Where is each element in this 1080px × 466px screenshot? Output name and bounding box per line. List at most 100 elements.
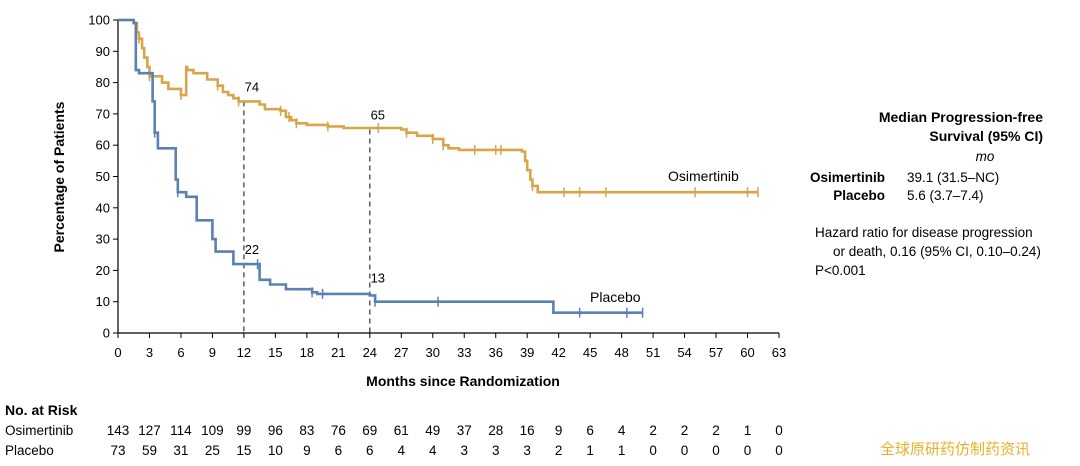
risk-cell-osimertinib: 37 [456,423,472,438]
annotation-label: 22 [245,242,259,257]
risk-cell-osimertinib: 16 [519,423,535,438]
x-tick-label: 12 [237,345,251,360]
risk-cell-placebo: 0 [743,443,752,458]
stats-row-name: Placebo [833,188,885,203]
series-label-osimertinib: Osimertinib [668,168,739,184]
stats-row-osimertinib: Osimertinib 39.1 (31.5–NC) [780,169,1070,187]
y-tick-label: 70 [96,106,110,121]
risk-table-title: No. at Risk [5,402,78,418]
risk-cell-placebo: 15 [236,443,252,458]
x-tick-label: 63 [772,345,786,360]
risk-cell-osimertinib: 2 [712,423,720,438]
annotation-label: 65 [371,108,385,123]
y-tick-label: 100 [88,13,110,28]
hazard-ratio-text: Hazard ratio for disease progression or … [780,223,1070,280]
annotation-label: 74 [245,79,259,94]
x-tick-label: 54 [677,345,691,360]
series-osimertinib-line [118,18,758,194]
risk-cell-osimertinib: 49 [425,423,441,438]
hazard-ratio-line1: Hazard ratio for disease progression [815,225,1033,240]
p-value: P<0.001 [815,263,866,278]
x-tick-label: 36 [488,345,502,360]
stats-title: Median Progression-free Survival (95% CI… [780,108,1070,146]
risk-cell-placebo: 6 [366,443,374,458]
x-tick-label: 42 [551,345,565,360]
watermark-text: 全球原研药仿制药资讯 [880,441,1031,458]
stats-title-line2: Survival (95% CI) [929,128,1043,144]
y-tick-label: 20 [96,263,110,278]
stats-title-line1: Median Progression-free [878,109,1043,125]
y-tick-label: 60 [96,138,110,153]
risk-cell-placebo: 73 [110,443,126,458]
risk-cell-osimertinib: 99 [236,423,252,438]
risk-cell-placebo: 2 [554,443,563,458]
risk-cell-placebo: 1 [586,443,594,458]
hazard-ratio-line2: or death, 0.16 (95% CI, 0.10–0.24) [833,244,1041,259]
risk-cell-osimertinib: 28 [488,423,504,438]
risk-cell-osimertinib: 61 [393,423,409,438]
risk-cell-placebo: 10 [267,443,283,458]
risk-cell-placebo: 3 [523,443,531,458]
x-tick-label: 3 [146,345,153,360]
risk-cell-placebo: 0 [712,443,720,458]
risk-cell-osimertinib: 9 [554,423,563,438]
x-tick-label: 21 [331,345,345,360]
x-tick-label: 45 [583,345,597,360]
risk-cell-osimertinib: 127 [138,423,161,438]
x-tick-label: 0 [114,345,121,360]
y-tick-label: 0 [103,326,110,341]
annotation-label: 13 [371,270,385,285]
stats-row-value: 5.6 (3.7–7.4) [907,188,984,203]
risk-cell-placebo: 4 [397,443,406,458]
y-tick-label: 50 [96,169,110,184]
risk-cell-placebo: 3 [491,443,500,458]
risk-cell-osimertinib: 6 [586,423,594,438]
x-axis-title: Months since Randomization [366,373,560,389]
stats-row-name: Osimertinib [809,170,885,185]
risk-cell-osimertinib: 69 [362,423,378,438]
stats-unit: mo [975,149,995,164]
y-axis-title: Percentage of Patients [51,101,67,252]
x-tick-label: 27 [394,345,408,360]
x-tick-label: 57 [709,345,723,360]
x-tick-label: 48 [614,345,628,360]
y-tick-label: 80 [96,75,110,90]
series-label-placebo: Placebo [590,289,641,305]
stats-row-value: 39.1 (31.5–NC) [907,170,1000,185]
risk-cell-placebo: 1 [617,443,626,458]
risk-cell-placebo: 25 [204,443,220,458]
x-tick-label: 30 [426,345,440,360]
risk-cell-placebo: 31 [173,443,189,458]
risk-cell-osimertinib: 109 [201,423,224,438]
series-placebo-line [118,18,643,314]
median-pfs-panel: Median Progression-free Survival (95% CI… [780,108,1070,280]
risk-cell-placebo: 0 [680,443,689,458]
x-tick-label: 51 [646,345,660,360]
risk-row-label-osimertinib: Osimertinib [5,423,74,438]
y-tick-label: 40 [96,200,110,215]
x-tick-label: 18 [300,345,314,360]
risk-cell-osimertinib: 96 [267,423,283,438]
y-tick-label: 30 [96,232,110,247]
risk-cell-placebo: 6 [334,443,343,458]
x-tick-label: 24 [363,345,377,360]
y-tick-label: 10 [96,294,110,309]
risk-row-label-placebo: Placebo [5,443,54,458]
y-tick-label: 90 [96,44,110,59]
x-tick-label: 15 [268,345,282,360]
risk-cell-osimertinib: 143 [106,423,130,438]
stats-row-placebo: Placebo 5.6 (3.7–7.4) [780,187,1070,205]
risk-cell-osimertinib: 2 [649,423,657,438]
risk-cell-placebo: 0 [775,443,783,458]
x-tick-label: 33 [457,345,471,360]
risk-cell-osimertinib: 4 [617,423,626,438]
risk-cell-placebo: 59 [141,443,157,458]
x-tick-label: 39 [520,345,534,360]
risk-cell-osimertinib: 114 [170,423,192,438]
risk-cell-placebo: 3 [460,443,468,458]
risk-cell-osimertinib: 76 [330,423,346,438]
x-tick-label: 60 [740,345,754,360]
risk-cell-placebo: 9 [303,443,311,458]
risk-cell-osimertinib: 0 [775,423,783,438]
